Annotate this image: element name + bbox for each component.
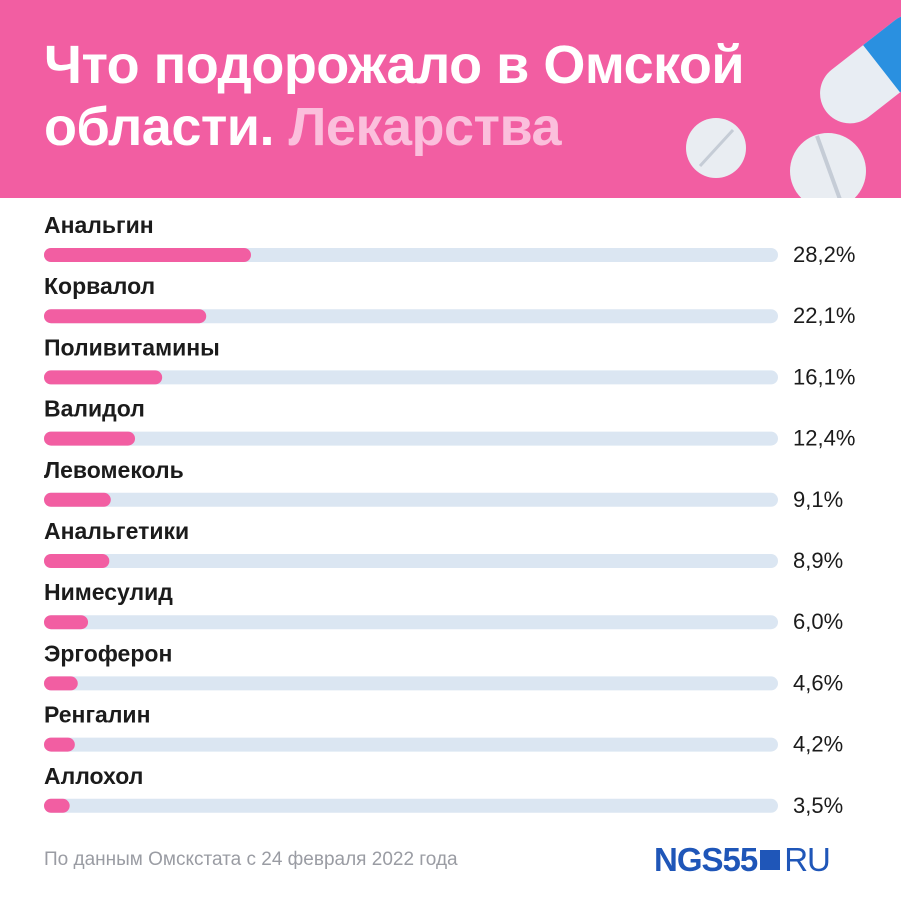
- title-main: Что подорожало в Омской области.: [44, 35, 745, 157]
- category-label: Анальгин: [44, 212, 154, 238]
- value-label: 12,4%: [793, 426, 855, 451]
- bar: [44, 309, 207, 324]
- bar-track: [44, 492, 778, 507]
- value-label: 9,1%: [793, 487, 843, 512]
- value-label: 8,9%: [793, 548, 843, 573]
- bar: [44, 676, 78, 691]
- bar-chart: Анальгин 28,2% Корвалол 22,1% Поливитамины 16…: [44, 212, 855, 818]
- category-label: Левомеколь: [44, 457, 184, 483]
- bar: [44, 615, 89, 630]
- bar-row: Левомеколь 9,1%: [44, 457, 843, 512]
- value-label: 4,6%: [793, 670, 843, 695]
- bar: [44, 370, 163, 385]
- header-banner: Что подорожало в Омской области. Лекарст…: [0, 0, 901, 198]
- bar: [44, 248, 251, 262]
- value-label: 4,2%: [793, 732, 843, 757]
- bar-track: [44, 370, 778, 385]
- bar-row: Ренгалин 4,2%: [44, 702, 843, 757]
- bar-track: [44, 309, 778, 324]
- source-note: По данным Омскстата с 24 февраля 2022 го…: [44, 849, 458, 870]
- value-label: 3,5%: [793, 793, 843, 818]
- logo-brand: NGS55: [654, 841, 758, 878]
- bar-track: [44, 798, 778, 813]
- category-label: Ренгалин: [44, 702, 150, 728]
- logo-square-icon: [760, 850, 781, 870]
- bar-row: Эргоферон 4,6%: [44, 640, 843, 695]
- category-label: Нимесулид: [44, 579, 173, 605]
- category-label: Аллохол: [44, 763, 143, 789]
- bar: [44, 554, 110, 568]
- bar: [44, 431, 136, 446]
- bar-row: Аллохол 3,5%: [44, 763, 843, 818]
- chart-title: Что подорожало в Омской области. Лекарст…: [44, 34, 824, 158]
- ngs55-logo[interactable]: NGS55 RU: [654, 841, 831, 878]
- title-accent: Лекарства: [288, 97, 562, 157]
- bar-track: [44, 737, 778, 752]
- bar: [44, 492, 111, 507]
- bar-track: [44, 554, 778, 568]
- bar-track: [44, 615, 778, 630]
- tablet-icon: [686, 118, 746, 178]
- bar-row: Анальгетики 8,9%: [44, 518, 843, 573]
- category-label: Поливитамины: [44, 334, 220, 360]
- tablet-icon: [790, 133, 866, 198]
- pills-illustration: [686, 14, 901, 198]
- value-label: 16,1%: [793, 364, 855, 389]
- value-label: 28,2%: [793, 242, 855, 267]
- bar-row: Нимесулид 6,0%: [44, 579, 843, 634]
- bar: [44, 798, 70, 813]
- bar-track: [44, 676, 778, 691]
- category-label: Валидол: [44, 396, 145, 422]
- bar-row: Валидол 12,4%: [44, 396, 855, 451]
- logo-tld: RU: [784, 841, 831, 878]
- category-label: Анальгетики: [44, 518, 189, 544]
- bar: [44, 737, 75, 752]
- category-label: Эргоферон: [44, 640, 172, 666]
- bar-track: [44, 431, 778, 446]
- bar-row: Корвалол 22,1%: [44, 273, 855, 328]
- value-label: 22,1%: [793, 303, 855, 328]
- capsule-icon: [820, 14, 901, 124]
- bar-row: Анальгин 28,2%: [44, 212, 855, 267]
- category-label: Корвалол: [44, 273, 155, 299]
- bar-row: Поливитамины 16,1%: [44, 334, 855, 389]
- value-label: 6,0%: [793, 609, 843, 634]
